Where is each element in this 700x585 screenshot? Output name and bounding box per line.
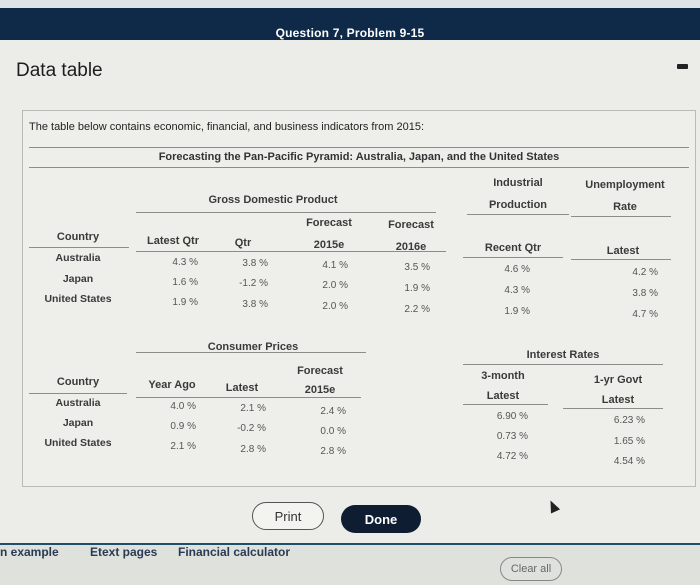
cp-latest: -0.2 % bbox=[237, 423, 266, 434]
rate-1yr-govt: 6.23 % bbox=[613, 415, 645, 426]
divider bbox=[29, 167, 689, 168]
divider bbox=[136, 251, 446, 252]
rate-3month: 0.73 % bbox=[496, 431, 528, 442]
divider bbox=[463, 257, 563, 258]
bottom-toolbar: n example Etext pages Financial calculat… bbox=[0, 543, 700, 585]
cp-year-ago: 2.1 % bbox=[170, 441, 196, 452]
cp-year-ago: 4.0 % bbox=[170, 401, 196, 412]
table-caption: Forecasting the Pan-Pacific Pyramid: Aus… bbox=[158, 151, 560, 163]
gdp-forecast-2015: 4.1 % bbox=[322, 260, 348, 271]
gdp-qtr: 3.8 % bbox=[242, 258, 268, 269]
col-forecast-2016: Forecast bbox=[388, 219, 434, 231]
gdp-qtr: 3.8 % bbox=[242, 299, 268, 310]
country-name: United States bbox=[44, 293, 112, 305]
header-interest-rates: Interest Rates bbox=[526, 349, 600, 361]
gdp-forecast-2016: 3.5 % bbox=[404, 262, 430, 273]
col-country-2: Country bbox=[56, 376, 100, 388]
industrial-recent-qtr: 4.3 % bbox=[504, 285, 530, 296]
col-forecast-2016-year: 2016e bbox=[395, 241, 427, 253]
cp-latest: 2.8 % bbox=[240, 444, 266, 455]
col-year-ago: Year Ago bbox=[148, 379, 196, 391]
cp-year-ago: 0.9 % bbox=[170, 421, 196, 432]
header-industrial: Industrial bbox=[493, 177, 543, 189]
col-1yr-govt: 1-yr Govt bbox=[593, 374, 643, 386]
header-production: Production bbox=[488, 199, 548, 211]
cp-forecast: 2.4 % bbox=[320, 406, 346, 417]
col-unemp-latest: Latest bbox=[606, 245, 640, 257]
divider bbox=[463, 404, 548, 405]
divider bbox=[571, 216, 671, 217]
header-unemployment: Unemployment bbox=[585, 179, 665, 191]
done-button[interactable]: Done bbox=[341, 505, 421, 533]
header-gdp: Gross Domestic Product bbox=[208, 194, 338, 206]
divider bbox=[563, 408, 663, 409]
col-3month-latest: Latest bbox=[486, 390, 520, 402]
col-1yr-latest: Latest bbox=[601, 394, 635, 406]
industrial-recent-qtr: 4.6 % bbox=[504, 264, 530, 275]
cp-latest: 2.1 % bbox=[240, 403, 266, 414]
rate-3month: 6.90 % bbox=[496, 411, 528, 422]
country-name: Australia bbox=[55, 252, 101, 264]
rate-1yr-govt: 4.54 % bbox=[613, 456, 645, 467]
col-latest-qtr: Latest Qtr bbox=[147, 235, 199, 247]
gdp-forecast-2015: 2.0 % bbox=[322, 301, 348, 312]
gdp-qtr: -1.2 % bbox=[239, 278, 268, 289]
gdp-forecast-2015: 2.0 % bbox=[322, 280, 348, 291]
gdp-latest-qtr: 4.3 % bbox=[172, 257, 198, 268]
divider bbox=[29, 147, 689, 148]
clear-all-button[interactable]: Clear all bbox=[500, 557, 562, 581]
unemployment-latest: 4.2 % bbox=[632, 267, 658, 278]
country-name: Japan bbox=[62, 417, 94, 429]
help-example-link[interactable]: n example bbox=[0, 545, 59, 559]
col-cp-forecast-year: 2015e bbox=[304, 384, 336, 396]
window-title: Question 7, Problem 9-15 bbox=[275, 26, 425, 40]
window-titlebar: Question 7, Problem 9-15 bbox=[0, 8, 700, 40]
col-forecast-2015: Forecast bbox=[306, 217, 352, 229]
cp-forecast: 0.0 % bbox=[320, 426, 346, 437]
divider bbox=[571, 259, 671, 260]
divider bbox=[29, 247, 129, 248]
country-name: Japan bbox=[62, 273, 94, 285]
browser-top-strip bbox=[0, 0, 700, 8]
industrial-recent-qtr: 1.9 % bbox=[504, 306, 530, 317]
modal-title: Data table bbox=[16, 60, 103, 81]
country-name: Australia bbox=[55, 397, 101, 409]
gdp-latest-qtr: 1.9 % bbox=[172, 297, 198, 308]
col-forecast-2015-year: 2015e bbox=[313, 239, 345, 251]
country-name: United States bbox=[44, 437, 112, 449]
gdp-latest-qtr: 1.6 % bbox=[172, 277, 198, 288]
intro-text: The table below contains economic, finan… bbox=[29, 121, 425, 133]
divider bbox=[467, 214, 569, 215]
divider bbox=[463, 364, 663, 365]
cp-forecast: 2.8 % bbox=[320, 446, 346, 457]
unemployment-latest: 3.8 % bbox=[632, 288, 658, 299]
col-recent-qtr: Recent Qtr bbox=[484, 242, 542, 254]
header-consumer-prices: Consumer Prices bbox=[207, 341, 299, 353]
etext-pages-link[interactable]: Etext pages bbox=[90, 545, 158, 559]
col-3month: 3-month bbox=[481, 370, 525, 382]
print-button[interactable]: Print bbox=[252, 502, 324, 530]
col-cp-forecast: Forecast bbox=[297, 365, 343, 377]
divider bbox=[136, 352, 366, 353]
col-qtr: Qtr bbox=[234, 237, 252, 249]
data-panel: The table below contains economic, finan… bbox=[22, 110, 696, 487]
financial-calculator-link[interactable]: Financial calculator bbox=[178, 545, 291, 559]
rate-3month: 4.72 % bbox=[496, 451, 528, 462]
header-rate: Rate bbox=[613, 201, 637, 213]
col-country: Country bbox=[56, 231, 100, 243]
col-cp-latest: Latest bbox=[225, 382, 259, 394]
gdp-forecast-2016: 2.2 % bbox=[404, 304, 430, 315]
unemployment-latest: 4.7 % bbox=[632, 309, 658, 320]
minus-icon[interactable] bbox=[677, 64, 688, 69]
divider bbox=[29, 393, 127, 394]
divider bbox=[136, 397, 361, 398]
divider bbox=[136, 212, 436, 213]
rate-1yr-govt: 1.65 % bbox=[613, 436, 645, 447]
gdp-forecast-2016: 1.9 % bbox=[404, 283, 430, 294]
